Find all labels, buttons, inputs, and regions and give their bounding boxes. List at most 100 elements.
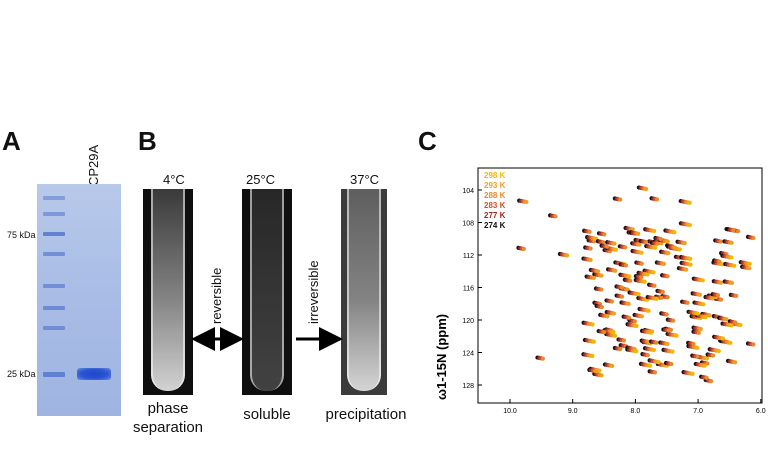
nmr-peak [651, 270, 656, 275]
nmr-peak [599, 273, 604, 278]
panel-label-a: A [2, 126, 21, 156]
nmr-spectrum: ω1-15N (ppm) 104 108 112 116 120 124 128 10.0 9… [434, 167, 766, 415]
tube-photo-37c [341, 189, 387, 395]
nmr-peak [698, 326, 703, 332]
ladder-band [43, 232, 65, 236]
nmr-peak [652, 228, 657, 234]
nmr-peak [594, 369, 599, 374]
nmr-peak [595, 269, 601, 274]
nmr-peak [729, 323, 734, 328]
nmr-peak [677, 247, 682, 252]
nmr-peak [707, 313, 712, 318]
nmr-peak [604, 244, 610, 249]
nmr-peak [691, 341, 696, 347]
nmr-peak [733, 320, 738, 325]
nmr-peak [609, 299, 614, 304]
nmr-peak [643, 186, 649, 192]
nmr-peak [613, 247, 619, 252]
nmr-peak [618, 346, 623, 352]
state-soluble: soluble [243, 406, 291, 423]
nmr-peak [627, 274, 632, 279]
nmr-peak [695, 345, 700, 350]
nmr-peak [665, 295, 670, 300]
state-phase-separation: phase separation [132, 400, 204, 436]
nmr-peak [590, 353, 595, 359]
nmr-peak [733, 360, 738, 365]
nmr-peak [613, 333, 618, 338]
nmr-peak [637, 242, 642, 247]
nmr-peak [565, 253, 570, 258]
nmr-peak [671, 318, 676, 323]
nmr-peak [729, 255, 734, 260]
nmr-peak [632, 319, 637, 324]
x-tick-label: 6.0 [756, 408, 766, 415]
nmr-peak [666, 251, 671, 256]
nmr-peak [588, 257, 593, 263]
nmr-peak [672, 230, 677, 235]
nmr-peak [683, 267, 689, 272]
nmr-peak [656, 360, 661, 365]
legend-entry: 288 K [484, 191, 506, 200]
nmr-peak [654, 296, 659, 301]
nmr-peak [669, 361, 674, 367]
nmr-peak [521, 246, 526, 252]
nmr-peak [659, 295, 664, 300]
reversible-label: reversible [209, 267, 224, 324]
nmr-peak [626, 301, 631, 306]
nmr-peak [718, 239, 723, 244]
protein-band [77, 368, 111, 380]
nmr-peak [590, 322, 595, 327]
nmr-peak [540, 356, 545, 361]
irreversible-label: irreversible [306, 260, 321, 324]
nmr-peak [688, 256, 693, 261]
nmr-peak [747, 266, 752, 271]
nmr-peak [685, 300, 690, 305]
nmr-peak [715, 293, 721, 298]
nmr-peak [660, 289, 665, 295]
nmr-peak [646, 308, 651, 313]
nmr-peak [639, 261, 644, 266]
y-tick-label: 128 [462, 383, 474, 390]
y-tick-label: 124 [462, 351, 474, 358]
legend-entry: 277 K [484, 211, 506, 220]
nmr-peak [687, 222, 692, 228]
nmr-peak [634, 323, 639, 329]
nmr-peak [710, 296, 715, 301]
nmr-peak [658, 236, 663, 242]
nmr-peak [703, 315, 708, 320]
x-tick-label: 10.0 [503, 408, 517, 415]
nmr-peak [736, 229, 741, 234]
ladder-band [43, 252, 65, 256]
nmr-peak [731, 228, 736, 233]
nmr-peak [751, 235, 756, 241]
nmr-peak [626, 315, 632, 320]
y-tick-label: 108 [462, 221, 474, 228]
nmr-peak [613, 268, 618, 273]
nmr-peak [682, 241, 687, 246]
nmr-peak [612, 241, 617, 246]
nmr-peak [747, 261, 752, 267]
nmr-peak [654, 340, 659, 345]
nmr-peak [687, 200, 692, 205]
nmr-peak [717, 259, 722, 264]
nmr-peak [591, 275, 596, 281]
nmr-peak [664, 239, 669, 244]
ladder-band [43, 284, 65, 288]
x-tick-label: 7.0 [693, 408, 703, 415]
nmr-peak [524, 199, 529, 205]
nmr-peak [591, 339, 597, 344]
nmr-peak [648, 330, 654, 335]
y-tick-label: 120 [462, 318, 474, 325]
nmr-peak [634, 349, 639, 354]
ladder-band [43, 326, 65, 330]
nmr-peak [553, 214, 558, 219]
nmr-peak [734, 293, 739, 298]
nmr-peak [728, 340, 733, 345]
nmr-peak [599, 304, 605, 310]
x-tick-label: 9.0 [568, 408, 578, 415]
nmr-peak [610, 363, 615, 368]
nmr-peak [619, 285, 624, 290]
nmr-peak [639, 314, 644, 319]
nmr-peak [653, 245, 658, 250]
legend-entry: 283 K [484, 201, 506, 210]
